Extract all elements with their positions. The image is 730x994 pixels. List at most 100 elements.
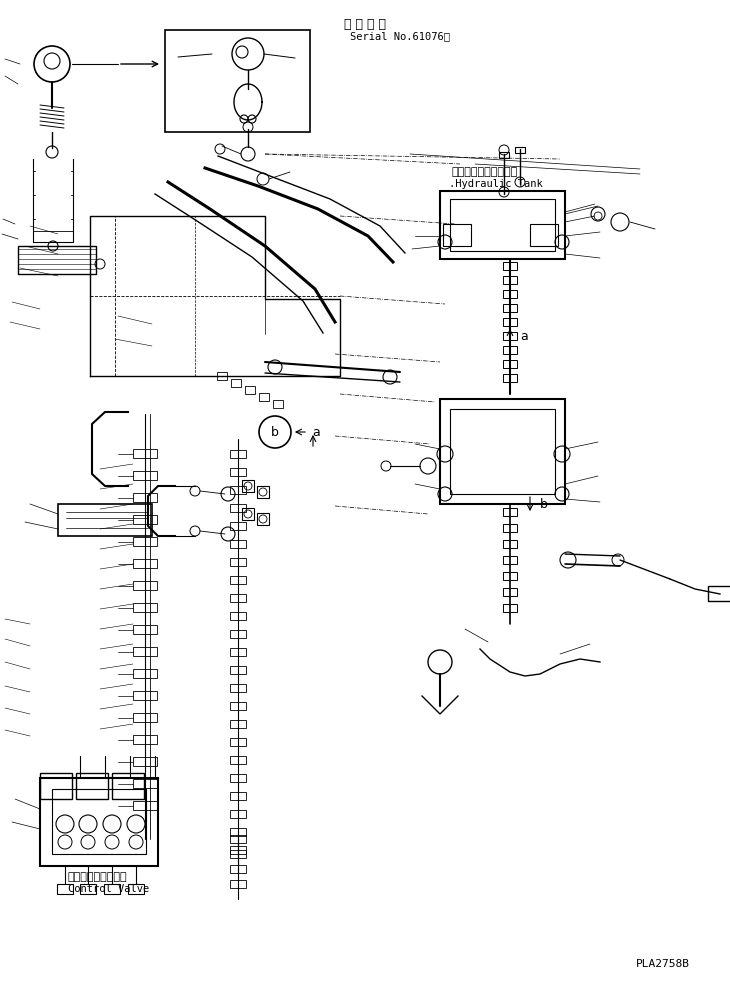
Bar [242, 480, 254, 492]
Bar [104, 884, 120, 894]
Bar [112, 773, 144, 799]
Bar [230, 468, 246, 476]
Bar [503, 604, 517, 612]
Bar [133, 581, 157, 590]
Bar [230, 846, 246, 854]
Bar [133, 537, 157, 546]
Bar [52, 789, 146, 854]
Bar [530, 224, 558, 246]
Bar [230, 684, 246, 692]
Bar [503, 276, 517, 284]
Bar [503, 524, 517, 532]
Bar [503, 318, 517, 326]
Bar [503, 588, 517, 596]
Bar [133, 647, 157, 656]
Bar [230, 630, 246, 638]
Bar [503, 540, 517, 548]
Bar [133, 713, 157, 722]
Polygon shape [33, 159, 73, 165]
Bar [708, 586, 730, 601]
Bar [133, 625, 157, 634]
Bar [133, 757, 157, 766]
Text: a: a [520, 329, 528, 343]
Bar [133, 559, 157, 568]
Text: a: a [312, 425, 320, 438]
Bar [217, 372, 227, 380]
Text: Serial No.61076～: Serial No.61076～ [350, 31, 450, 41]
Bar [499, 152, 509, 158]
Polygon shape [36, 171, 70, 177]
Bar [133, 493, 157, 502]
Bar [503, 332, 517, 340]
Bar [133, 691, 157, 700]
Text: .Hydraulic Tank: .Hydraulic Tank [449, 179, 542, 189]
Text: PLA2758B: PLA2758B [636, 959, 690, 969]
Bar [257, 486, 269, 498]
Text: b: b [540, 498, 548, 511]
Bar [259, 393, 269, 401]
Bar [58, 504, 152, 536]
Polygon shape [36, 195, 70, 201]
Bar [230, 450, 246, 458]
Bar [230, 756, 246, 764]
Bar [230, 792, 246, 800]
Bar [133, 449, 157, 458]
Bar [133, 515, 157, 524]
Bar [443, 224, 471, 246]
Bar [230, 835, 246, 843]
Bar [450, 199, 555, 251]
Bar [230, 666, 246, 674]
Text: ハイドロリックタンク: ハイドロリックタンク [452, 167, 518, 177]
Polygon shape [33, 183, 73, 189]
Bar [503, 374, 517, 382]
Bar [133, 801, 157, 810]
Bar [273, 400, 283, 408]
Bar [230, 738, 246, 746]
Bar [230, 810, 246, 818]
Bar [230, 828, 246, 836]
Bar [230, 558, 246, 566]
Bar [57, 884, 73, 894]
Bar [230, 850, 246, 858]
Text: コントロールバルブ: コントロールバルブ [68, 872, 128, 882]
Text: b: b [271, 425, 279, 438]
Bar [245, 386, 255, 394]
Text: 適 用 号 機: 適 用 号 機 [344, 18, 386, 31]
Bar [503, 360, 517, 368]
Bar [231, 379, 241, 387]
Bar [230, 594, 246, 602]
Bar [450, 409, 555, 494]
Bar [230, 540, 246, 548]
Bar [76, 773, 108, 799]
Bar [133, 669, 157, 678]
Polygon shape [36, 219, 70, 225]
Bar [230, 486, 246, 494]
Bar [128, 884, 144, 894]
Bar [503, 556, 517, 564]
Bar [242, 508, 254, 520]
Bar [503, 508, 517, 516]
Bar [440, 399, 565, 504]
Bar [230, 522, 246, 530]
Bar [503, 346, 517, 354]
Bar [133, 735, 157, 744]
Text: Control Valve: Control Valve [68, 884, 149, 894]
Bar [503, 572, 517, 580]
Bar [165, 30, 310, 132]
Bar [230, 865, 246, 873]
Bar [230, 612, 246, 620]
Bar [133, 603, 157, 612]
Bar [230, 648, 246, 656]
Bar [515, 147, 525, 153]
Bar [133, 471, 157, 480]
Bar [133, 779, 157, 788]
Bar [440, 191, 565, 259]
Bar [230, 504, 246, 512]
Bar [230, 880, 246, 888]
Bar [230, 576, 246, 584]
Bar [230, 774, 246, 782]
Polygon shape [33, 207, 73, 213]
Bar [503, 262, 517, 270]
Bar [40, 773, 72, 799]
Bar [503, 304, 517, 312]
